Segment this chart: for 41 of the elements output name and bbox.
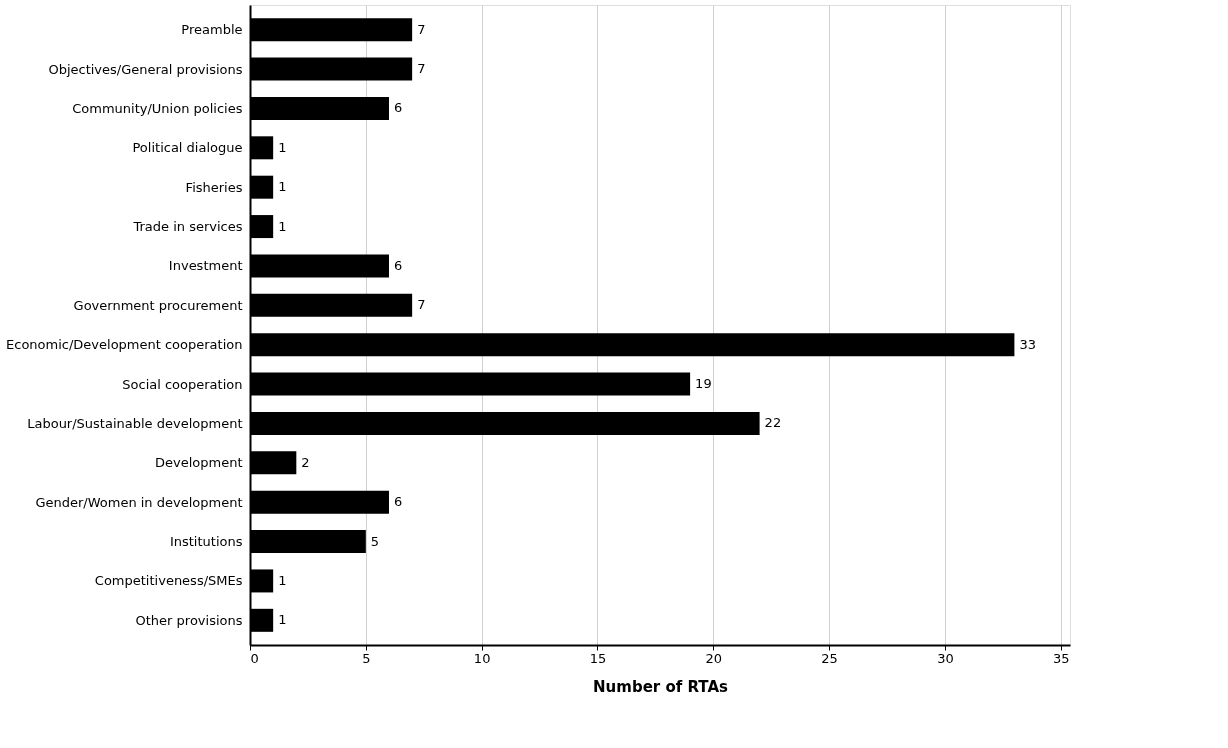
y-tick-label: Government procurement (73, 297, 243, 313)
y-tick-label: Trade in services (132, 219, 243, 235)
y-tick-label: Fisheries (185, 179, 243, 195)
y-tick-label: Objectives/General provisions (48, 61, 243, 77)
y-tick-label: Competitiveness/SMEs (94, 573, 243, 589)
data-label: 6 (393, 100, 403, 116)
x-tick-label: 0 (250, 650, 259, 666)
y-tick-label: Other provisions (135, 612, 243, 628)
x-tick-label: 15 (589, 650, 607, 666)
data-label: 22 (764, 415, 782, 431)
data-label: 1 (278, 218, 287, 234)
data-label: 1 (278, 139, 287, 155)
x-tick-label: 25 (821, 650, 838, 666)
y-tick-label: Development (154, 455, 243, 471)
data-label: 6 (393, 494, 403, 510)
data-label: 7 (417, 61, 426, 77)
y-tick-label: Institutions (169, 534, 243, 550)
x-tick-label: 35 (1052, 650, 1070, 666)
y-tick-label: Preamble (181, 22, 243, 38)
x-tick-label: 20 (705, 650, 723, 666)
data-label: 1 (278, 572, 287, 588)
y-tick-label: Economic/Development cooperation (6, 337, 243, 353)
y-tick-label: Investment (168, 258, 243, 274)
y-tick-label: Labour/Sustainable development (27, 415, 243, 431)
y-tick-label: Political dialogue (132, 140, 243, 156)
data-label: 1 (278, 612, 287, 628)
x-axis-title: Number of RTAs (593, 677, 729, 696)
data-label: 7 (417, 21, 426, 37)
x-tick-label: 5 (362, 650, 371, 666)
y-tick-label: Community/Union policies (72, 100, 243, 116)
data-label: 1 (278, 179, 287, 195)
y-tick-label: Gender/Women in development (35, 494, 243, 510)
data-label: 6 (393, 257, 403, 273)
x-tick-label: 10 (473, 650, 491, 666)
data-label: 2 (301, 454, 310, 470)
data-label: 33 (1019, 336, 1036, 352)
data-label: 19 (695, 376, 712, 392)
data-label: 7 (417, 297, 426, 313)
x-tick-label: 30 (937, 650, 954, 666)
data-label: 5 (370, 533, 380, 549)
y-tick-label: Social cooperation (122, 376, 243, 392)
